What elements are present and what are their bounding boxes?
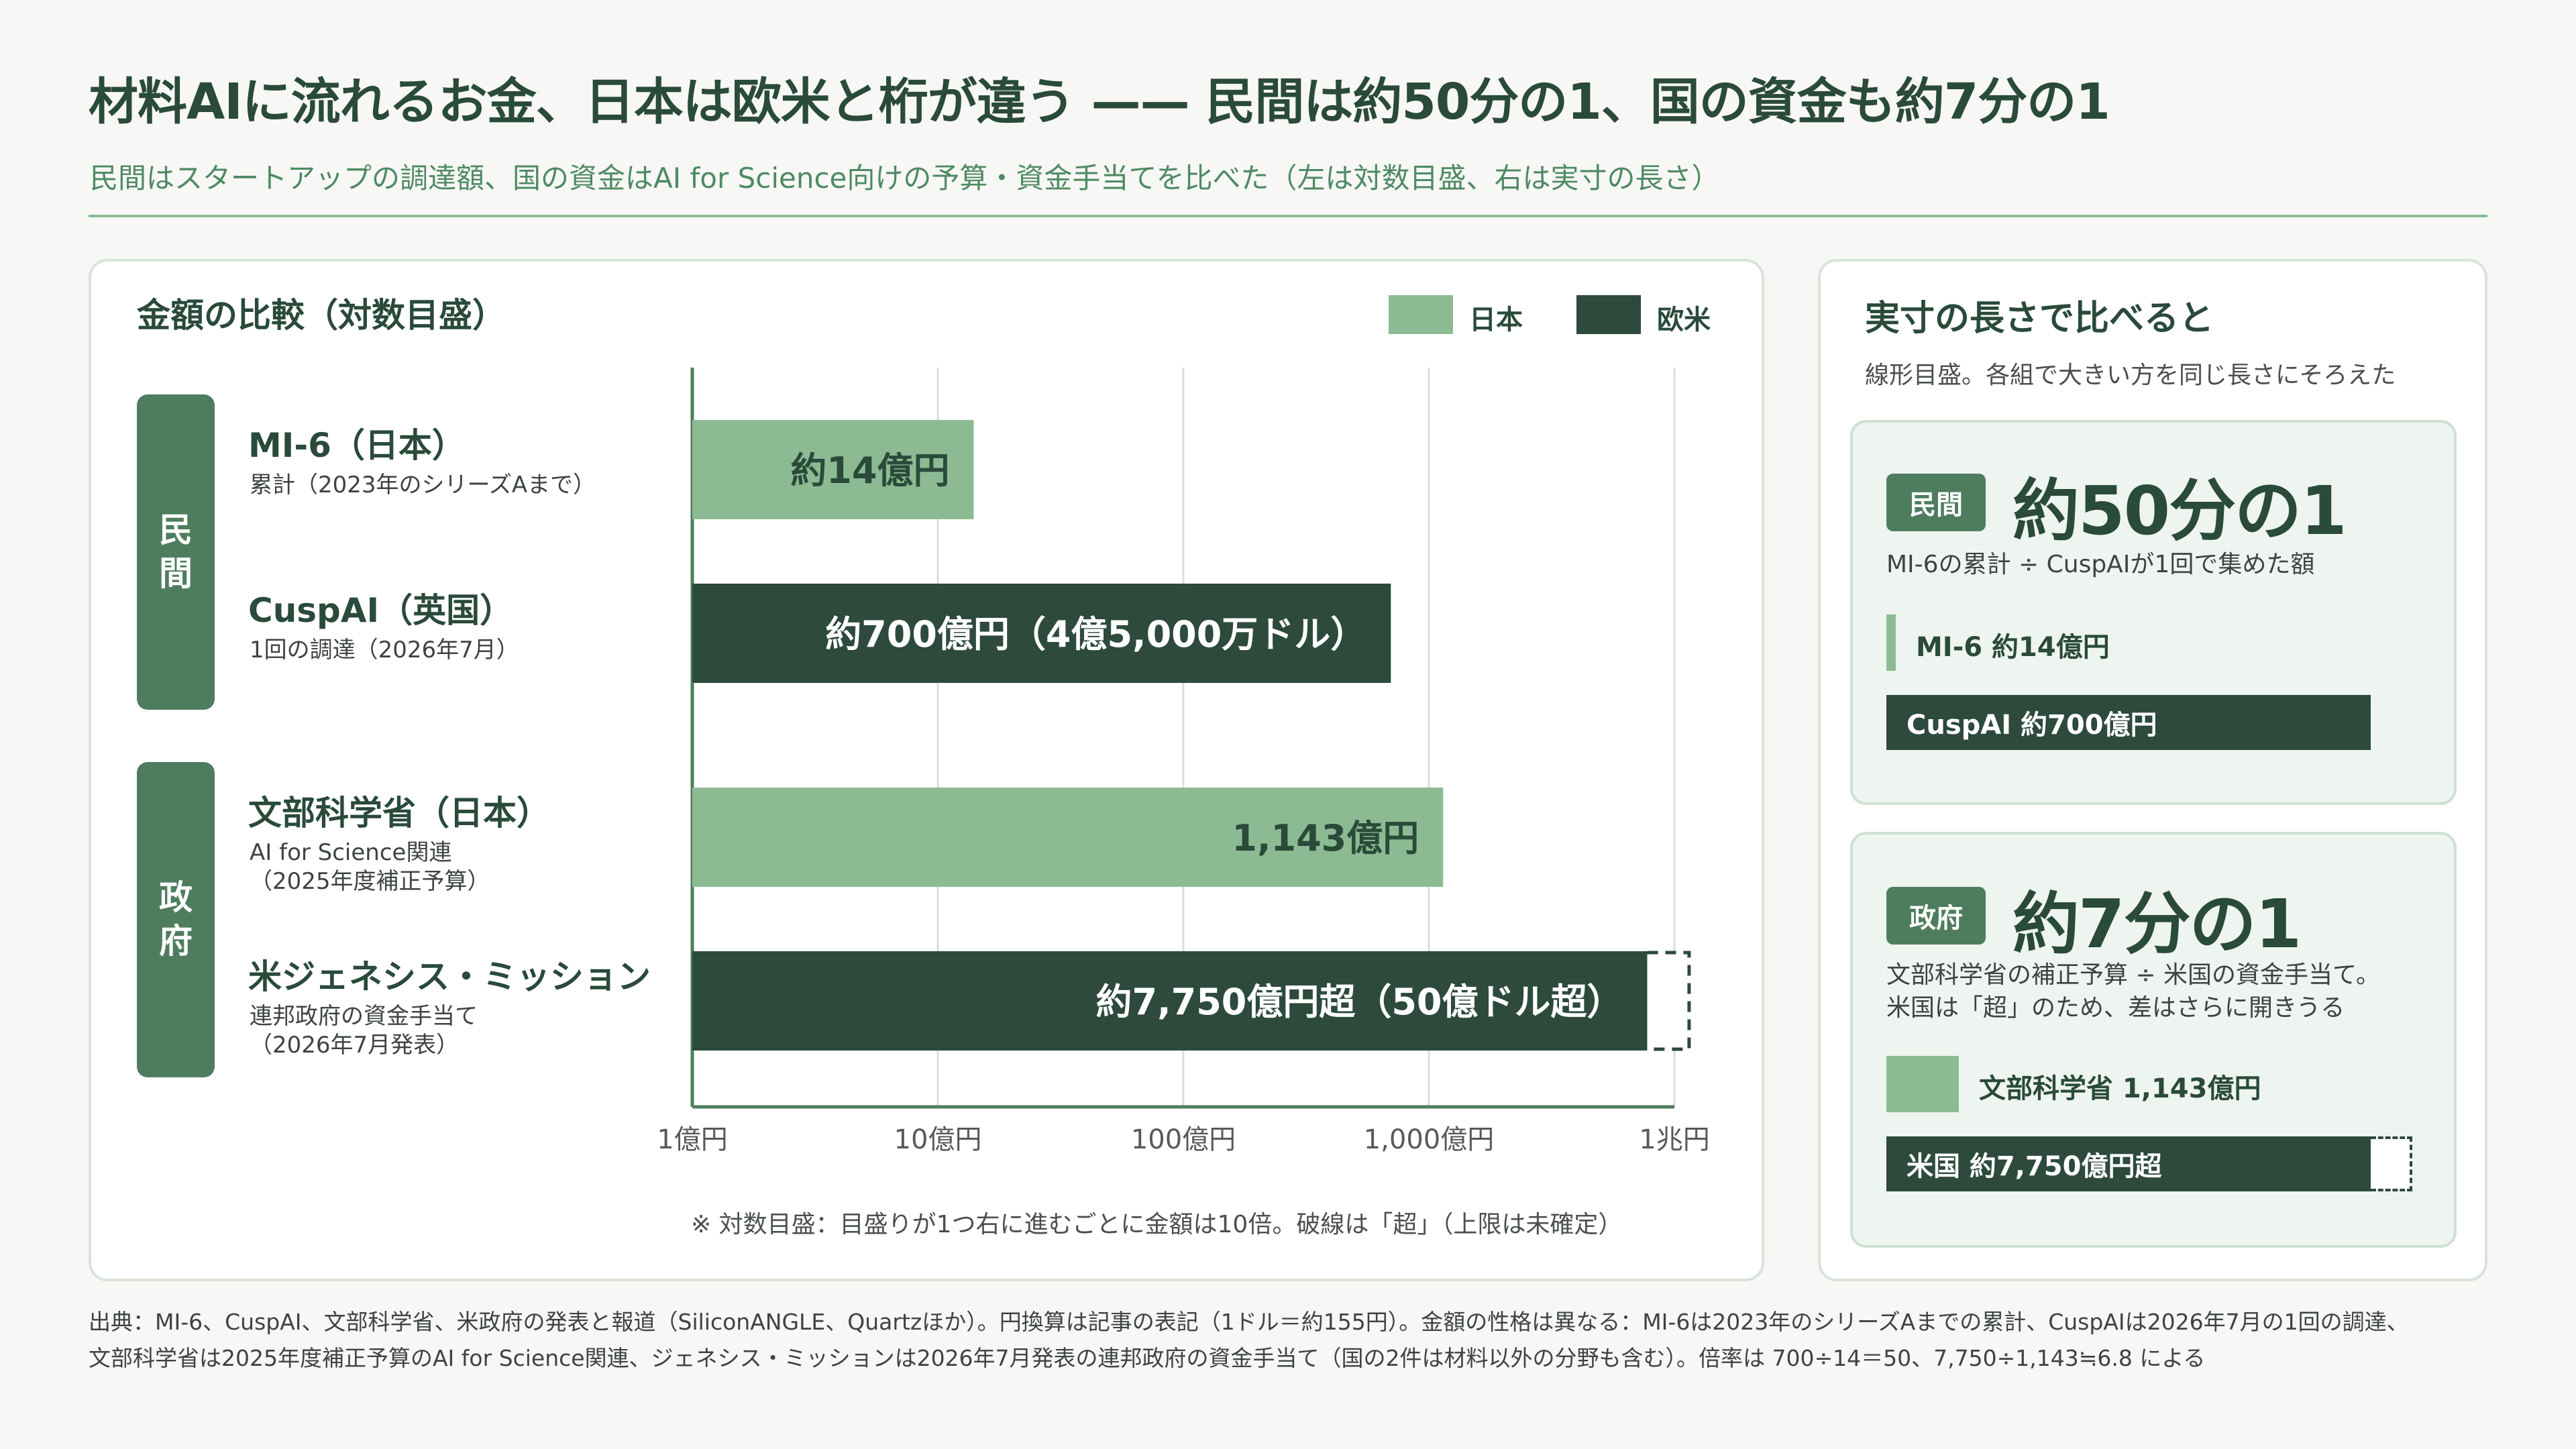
- x-tick-label: 1,000億円: [1364, 1124, 1495, 1155]
- right-panel-title: 実寸の長さで比べると: [1865, 299, 2214, 339]
- group-tab-private: 民 間: [137, 394, 215, 710]
- row-name-cuspai: CuspAI（英国）: [248, 591, 514, 630]
- bar-value-label: 約7,750億円超（50億ドル超）: [1096, 981, 1623, 1023]
- bar-value-label: 約700億円（4億5,000万ドル）: [825, 613, 1366, 655]
- chart-footnote: ※ 対数目盛：目盛りが1つ右に進むごとに金額は10倍。破線は「超」（上限は未確定…: [691, 1211, 1623, 1238]
- row-note-mext: AI for Science関連 （2025年度補正予算）: [250, 839, 490, 895]
- page-title: 材料AIに流れるお金、日本は欧米と桁が違う —— 民間は約50分の1、国の資金も…: [89, 73, 2110, 131]
- source-note: 出典：MI-6、CuspAI、文部科学省、米政府の発表と報道（SiliconAN…: [89, 1309, 2409, 1372]
- card-private-desc: MI-6の累計 ÷ CuspAIが1回で集めた額: [1886, 551, 2315, 578]
- card-private-tag: 民間: [1886, 474, 1986, 531]
- bar: [692, 420, 974, 519]
- page-subtitle: 民間はスタートアップの調達額、国の資金はAI for Science向けの予算・…: [90, 162, 1720, 195]
- row-name-genesis: 米ジェネシス・ミッション: [248, 957, 651, 996]
- right-panel-note: 線形目盛。各組で大きい方を同じ長さにそろえた: [1865, 362, 2396, 389]
- card-government-bar-large: 米国 約7,750億円超: [1886, 1136, 2371, 1191]
- card-government-bar-small: [1886, 1056, 1959, 1112]
- bar-value-label: 1,143億円: [1232, 817, 1419, 859]
- card-government-bar-large-label: 米国 約7,750億円超: [1907, 1151, 2162, 1182]
- card-government-bar-small-label: 文部科学省 1,143億円: [1979, 1073, 2261, 1104]
- chart-title: 金額の比較（対数目盛）: [137, 296, 506, 335]
- card-private-bar-large: CuspAI 約700億円: [1886, 695, 2371, 750]
- bar: [692, 584, 1391, 683]
- card-government-desc: 文部科学省の補正予算 ÷ 米国の資金手当て。 米国は「超」のため、差はさらに開き…: [1886, 961, 2380, 1022]
- bar: [692, 788, 1444, 887]
- legend-swatch-west: [1576, 295, 1641, 334]
- x-tick-label: 1億円: [657, 1124, 727, 1155]
- group-tab-government: 政 府: [137, 762, 215, 1077]
- card-private-bar-large-label: CuspAI 約700億円: [1907, 710, 2157, 741]
- bar-open-end: [1647, 951, 1691, 1051]
- row-note-mi6: 累計（2023年のシリーズAまで）: [250, 472, 596, 498]
- card-private-bar-small: [1886, 614, 1896, 671]
- card-government-open-end: [2371, 1136, 2412, 1191]
- legend-label-west: 欧米: [1657, 305, 1711, 335]
- row-note-cuspai: 1回の調達（2026年7月）: [250, 637, 519, 663]
- x-tick-label: 1兆円: [1639, 1124, 1709, 1155]
- row-name-mi6: MI-6（日本）: [248, 426, 466, 465]
- bar-value-label: 約14億円: [790, 449, 949, 492]
- row-note-genesis: 連邦政府の資金手当て （2026年7月発表）: [250, 1003, 478, 1059]
- legend-label-japan: 日本: [1469, 305, 1523, 335]
- x-tick-label: 100億円: [1131, 1124, 1236, 1155]
- legend-swatch-japan: [1389, 295, 1453, 334]
- card-government-ratio: 約7分の1: [2012, 885, 2302, 963]
- card-government-tag: 政府: [1886, 887, 1986, 945]
- x-tick-label: 10億円: [894, 1124, 982, 1155]
- card-private-ratio: 約50分の1: [2012, 472, 2347, 550]
- header-divider: [89, 215, 2487, 217]
- row-name-mext: 文部科学省（日本）: [248, 794, 550, 833]
- card-private-bar-small-label: MI-6 約14億円: [1916, 632, 2110, 663]
- bar: [692, 951, 1648, 1051]
